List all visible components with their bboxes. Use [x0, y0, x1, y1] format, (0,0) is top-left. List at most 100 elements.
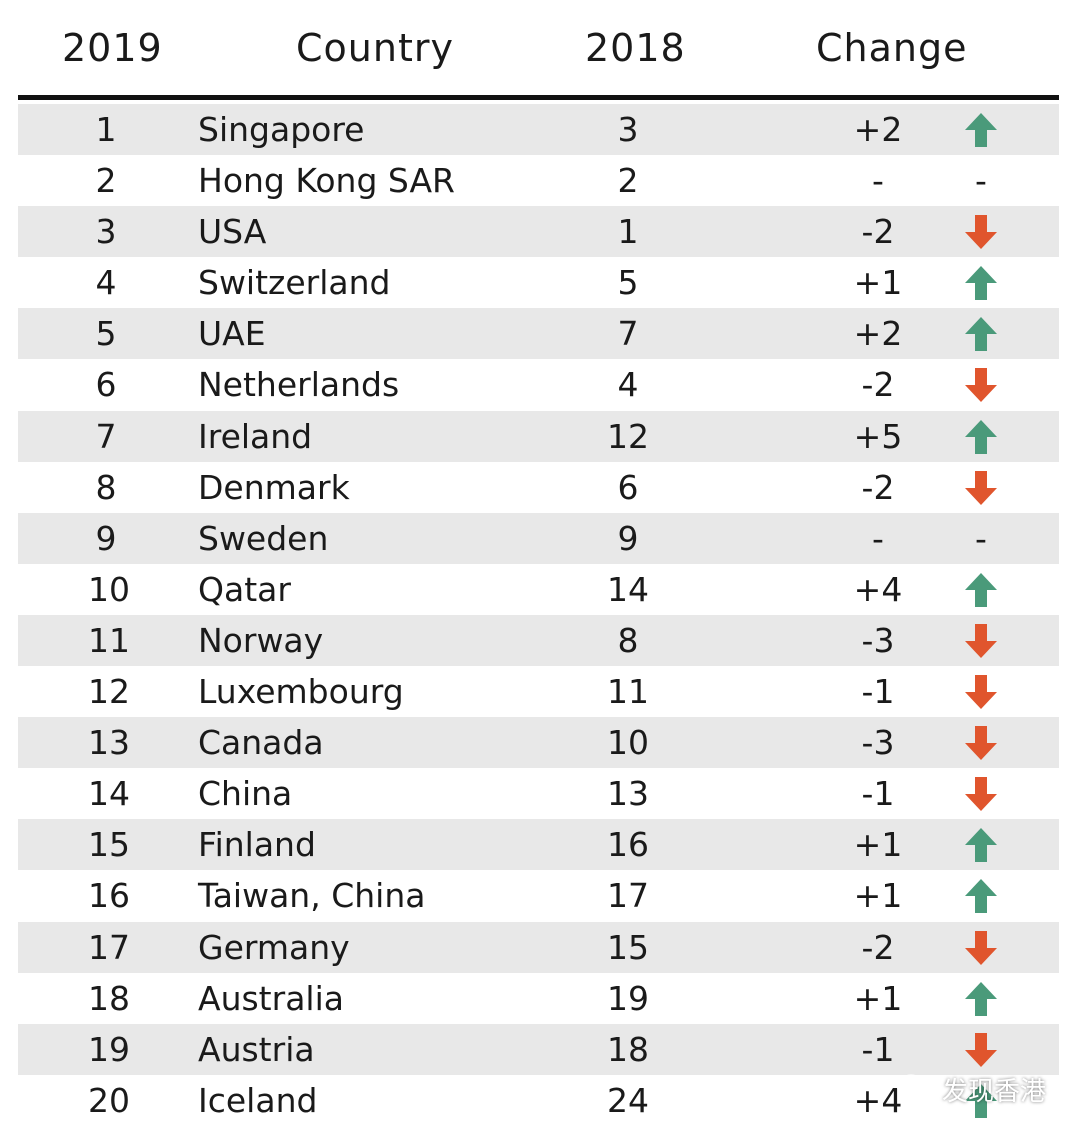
change-cell: +2 — [853, 314, 903, 354]
table-row: 16 Taiwan, China 17 +1 — [18, 870, 1059, 921]
header-rule — [18, 95, 1059, 100]
arrow-up-icon — [965, 981, 997, 1016]
rank-2018-cell: 2 — [617, 161, 639, 201]
arrow-up-icon — [965, 266, 997, 301]
change-cell: +5 — [853, 416, 903, 456]
rank-2018-cell: 3 — [617, 110, 639, 149]
change-indicator — [958, 615, 1004, 666]
change-indicator — [958, 104, 1004, 155]
country-cell: Ireland — [198, 416, 313, 456]
rank-2018-cell: 12 — [607, 416, 649, 456]
change-cell: -2 — [861, 212, 895, 252]
rank-cell: 7 — [95, 416, 117, 456]
header-2019: 2019 — [62, 26, 163, 70]
rank-cell: 6 — [95, 365, 117, 405]
country-cell: Netherlands — [198, 365, 400, 405]
change-indicator — [958, 1024, 1004, 1075]
rank-cell: 3 — [95, 212, 117, 252]
arrow-up-icon — [965, 113, 997, 147]
country-cell: China — [198, 774, 293, 814]
change-indicator — [958, 870, 1004, 921]
rank-cell: 20 — [88, 1080, 130, 1120]
rank-cell: 9 — [95, 518, 117, 558]
arrow-down-icon — [965, 675, 997, 710]
change-indicator — [958, 462, 1004, 513]
rank-cell: 16 — [88, 876, 130, 916]
rank-2018-cell: 8 — [617, 620, 639, 660]
rank-cell: 17 — [88, 927, 130, 967]
change-indicator — [958, 257, 1004, 308]
country-cell: Norway — [198, 620, 324, 660]
change-cell: -1 — [861, 1029, 895, 1069]
rank-cell: 10 — [88, 569, 130, 609]
change-cell: +4 — [853, 1080, 903, 1120]
rank-cell: 18 — [88, 978, 130, 1018]
country-cell: Switzerland — [198, 263, 391, 303]
rank-2018-cell: 4 — [617, 365, 639, 405]
rank-2018-cell: 10 — [607, 723, 649, 763]
table-row: 3 USA 1 -2 — [18, 206, 1059, 258]
table-row: 10 Qatar 14 +4 — [18, 564, 1059, 615]
rank-cell: 12 — [88, 672, 130, 712]
change-indicator — [958, 359, 1004, 410]
table-row: 2 Hong Kong SAR 2 - - — [18, 155, 1059, 206]
change-indicator: - — [958, 155, 1004, 206]
change-indicator — [958, 973, 1004, 1024]
change-cell: +1 — [853, 978, 903, 1018]
table-row: 14 China 13 -1 — [18, 768, 1059, 819]
arrow-up-icon — [965, 879, 997, 914]
change-indicator: - — [958, 513, 1004, 564]
country-cell: Hong Kong SAR — [198, 161, 455, 201]
country-cell: Germany — [198, 927, 350, 967]
arrow-down-icon — [965, 368, 997, 403]
watermark: 发现香港 — [896, 1069, 1046, 1109]
header-2018: 2018 — [585, 26, 686, 70]
country-cell: UAE — [198, 314, 266, 354]
wechat-icon — [896, 1074, 933, 1103]
rank-cell: 13 — [88, 723, 130, 763]
change-cell: -1 — [861, 774, 895, 814]
no-change-dash: - — [975, 161, 987, 201]
ranking-table-body: 1 Singapore 3 +2 2 Hong Kong SAR 2- -3 USA 1 -2 4 Sw… — [18, 104, 1059, 1126]
rank-cell: 4 — [95, 263, 117, 303]
rank-2018-cell: 7 — [617, 314, 639, 354]
change-cell: -2 — [861, 927, 895, 967]
arrow-down-icon — [965, 215, 997, 250]
country-cell: Taiwan, China — [198, 876, 426, 916]
rank-2018-cell: 9 — [617, 518, 639, 558]
change-cell: -2 — [861, 365, 895, 405]
change-indicator — [958, 768, 1004, 819]
table-row: 11 Norway 8 -3 — [18, 614, 1059, 667]
arrow-up-icon — [965, 317, 997, 352]
arrow-down-icon — [965, 1032, 997, 1067]
change-indicator — [958, 308, 1004, 359]
rank-cell: 2 — [95, 161, 117, 201]
change-cell: -2 — [861, 467, 895, 507]
table-row: 13 Canada 10 -3 — [18, 717, 1059, 769]
country-cell: Luxembourg — [198, 672, 404, 712]
country-cell: Sweden — [198, 518, 329, 558]
change-indicator — [958, 666, 1004, 717]
table-row: 17 Germany 15 -2 — [18, 921, 1059, 973]
rank-2018-cell: 16 — [607, 825, 649, 865]
country-cell: Canada — [198, 723, 324, 763]
change-cell: - — [872, 518, 884, 558]
country-cell: Austria — [198, 1029, 315, 1069]
country-cell: Qatar — [198, 569, 291, 609]
arrow-down-icon — [965, 930, 997, 965]
change-cell: -1 — [861, 672, 895, 712]
rank-2018-cell: 24 — [607, 1080, 649, 1120]
country-cell: Finland — [198, 825, 316, 865]
rank-cell: 15 — [88, 825, 130, 865]
table-header: 2019 Country 2018 Change — [0, 0, 1080, 96]
change-indicator — [958, 564, 1004, 615]
change-cell: -3 — [861, 620, 895, 660]
rank-2018-cell: 19 — [607, 978, 649, 1018]
arrow-down-icon — [965, 777, 997, 812]
country-cell: Singapore — [198, 110, 365, 149]
table-row: 18 Australia 19 +1 — [18, 973, 1059, 1024]
change-indicator — [958, 206, 1004, 257]
change-indicator — [958, 717, 1004, 768]
table-row: 7 Ireland 12 +5 — [18, 410, 1059, 462]
rank-2018-cell: 11 — [607, 672, 649, 712]
